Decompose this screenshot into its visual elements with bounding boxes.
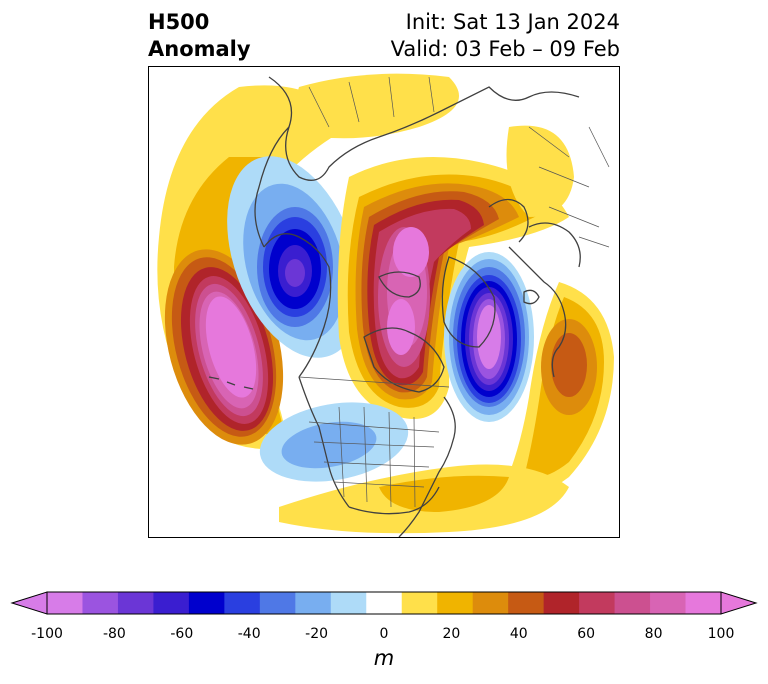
init-time: Init: Sat 13 Jan 2024 xyxy=(405,10,620,34)
colorbar-cells xyxy=(47,592,722,614)
colorbar-max-extend xyxy=(720,591,758,615)
colorbar-tick-label: -40 xyxy=(237,626,261,642)
colorbar-cell xyxy=(188,592,225,614)
atlantic-trough xyxy=(444,252,534,422)
colorbar-cell xyxy=(366,592,403,614)
colorbar-cell xyxy=(437,592,474,614)
colorbar-cell xyxy=(47,592,83,614)
valid-range: Valid: 03 Feb – 09 Feb xyxy=(390,37,620,61)
colorbar-cell xyxy=(685,592,722,614)
colorbar-cell xyxy=(153,592,190,614)
colorbar-tick-label: 40 xyxy=(509,626,528,642)
political-borders xyxy=(298,76,610,508)
colorbar-tick-label: 20 xyxy=(442,626,461,642)
anomaly-map xyxy=(148,66,620,538)
colorbar-frame xyxy=(46,591,722,615)
colorbar-cell xyxy=(295,592,332,614)
colorbar-cell xyxy=(543,592,580,614)
map-svg xyxy=(157,73,614,537)
coastlines xyxy=(208,76,581,537)
colorbar-tick-label: 100 xyxy=(707,626,735,642)
colorbar-tick-label: -80 xyxy=(102,626,126,642)
europe-ridge xyxy=(499,282,614,500)
colorbar xyxy=(10,591,758,615)
colorbar-tick-label: 60 xyxy=(577,626,596,642)
arctic-ridge xyxy=(337,157,569,419)
us-trough xyxy=(259,402,409,482)
map-title: H500 Anomaly xyxy=(148,9,251,63)
colorbar-cell xyxy=(614,592,651,614)
colorbar-cell xyxy=(401,592,438,614)
colorbar-cell xyxy=(259,592,296,614)
title-line-2: Anomaly xyxy=(148,37,251,61)
colorbar-cell xyxy=(82,592,119,614)
colorbar-cell xyxy=(508,592,545,614)
colorbar-tick-label: -60 xyxy=(170,626,194,642)
colorbar-cell xyxy=(650,592,687,614)
southeast-ridge xyxy=(279,464,569,534)
colorbar-tick-label: -100 xyxy=(31,626,63,642)
bering-trough xyxy=(227,156,361,358)
colorbar-unit-label: m xyxy=(373,646,395,670)
colorbar-min-extend xyxy=(10,591,48,615)
colorbar-cell xyxy=(330,592,367,614)
colorbar-tick-label: 80 xyxy=(644,626,663,642)
colorbar-cell xyxy=(579,592,616,614)
colorbar-cell xyxy=(224,592,261,614)
colorbar-cell xyxy=(117,592,154,614)
colorbar-cell xyxy=(472,592,509,614)
valid-time-label: Init: Sat 13 Jan 2024 Valid: 03 Feb – 09… xyxy=(391,9,620,63)
title-line-1: H500 xyxy=(148,10,210,34)
colorbar-tick-label: -20 xyxy=(305,626,329,642)
colorbar-tick-label: 0 xyxy=(379,626,389,642)
